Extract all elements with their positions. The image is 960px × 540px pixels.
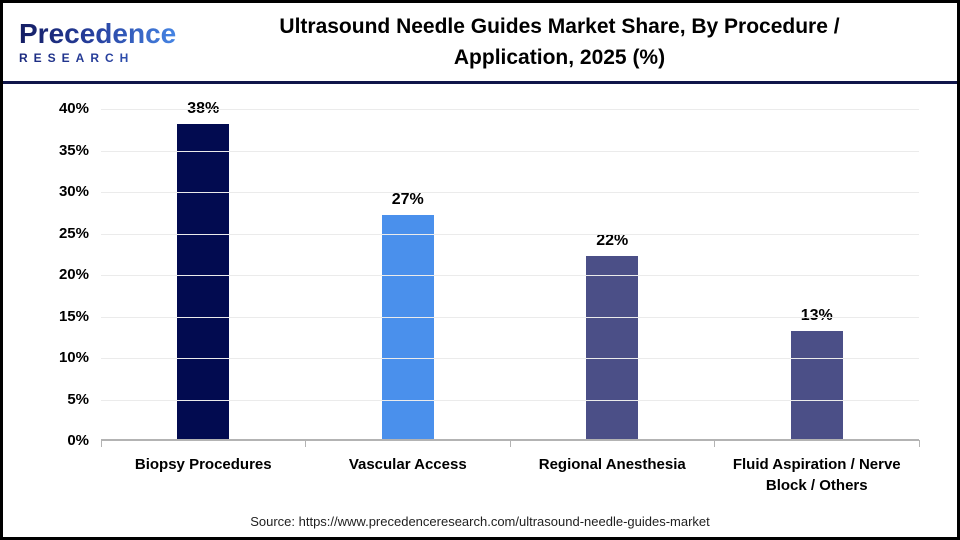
x-axis-tick	[100, 440, 102, 447]
bar	[790, 331, 843, 439]
brand-subname: RESEARCH	[19, 52, 188, 64]
y-tick-label: 35%	[58, 141, 89, 159]
x-category-label: Biopsy Procedures	[134, 456, 272, 473]
y-tick-label: 30%	[58, 183, 89, 200]
x-axis-tick	[509, 440, 511, 447]
chart-title: Ultrasound Needle Guides Market Share, B…	[188, 11, 957, 73]
header: Precedence RESEARCH Ultrasound Needle Gu…	[3, 3, 957, 84]
y-tick-label: 20%	[58, 266, 89, 283]
x-axis-tick	[714, 440, 715, 447]
source-note: Source: https://www.precedenceresearch.c…	[250, 514, 710, 529]
bar-series: 38% 27% 22% 13%	[101, 100, 920, 439]
gridline	[101, 192, 919, 193]
y-tick-label: 40%	[58, 100, 89, 117]
bar-value-label: 27%	[391, 190, 424, 208]
bar-value-label: 13%	[800, 307, 833, 325]
y-tick-label: 25%	[58, 224, 89, 242]
gridline	[101, 233, 919, 235]
x-axis-tick	[918, 440, 920, 447]
gridline	[101, 358, 919, 359]
y-tick-label: 0%	[67, 432, 89, 449]
bar	[381, 214, 434, 439]
leaf-icon	[7, 3, 20, 18]
y-tick-label: 10%	[58, 349, 89, 366]
gridline	[101, 399, 919, 401]
gridline	[101, 316, 919, 318]
bar-slot: 38%	[101, 100, 306, 439]
gridline	[101, 150, 919, 152]
y-tick-label: 15%	[58, 307, 89, 325]
bar-value-label: 38%	[187, 99, 220, 117]
y-axis-labels: 0% 5% 10% 15% 20% 25% 30% 35% 40%	[3, 100, 89, 449]
bar	[586, 256, 639, 439]
brand-name: Precedence	[19, 20, 188, 48]
bar-slot: 22%	[510, 109, 715, 439]
bar-slot: 27%	[306, 109, 511, 439]
x-axis-labels: Biopsy Procedures Vascular Access Regional…	[101, 454, 919, 496]
chart-title-line1: Ultrasound Needle Guides Market Share, B…	[279, 15, 840, 38]
chart-title-line2: Application, 2025 (%)	[453, 46, 666, 69]
bar-value-label: 22%	[596, 232, 629, 250]
bar	[177, 123, 230, 439]
x-category-label: Fluid Aspiration / Nerve Block / Others	[732, 456, 901, 494]
y-tick-label: 5%	[67, 390, 89, 408]
bar-slot: 13%	[715, 109, 920, 439]
x-axis-tick	[305, 440, 306, 447]
x-category-label: Vascular Access	[348, 456, 467, 473]
brand-logo: Precedence RESEARCH	[3, 3, 188, 64]
plot-area: 38% 27% 22% 13%	[100, 100, 920, 447]
gridline	[101, 275, 919, 276]
x-category-label: Regional Anesthesia	[538, 456, 686, 473]
gridline	[101, 109, 919, 110]
